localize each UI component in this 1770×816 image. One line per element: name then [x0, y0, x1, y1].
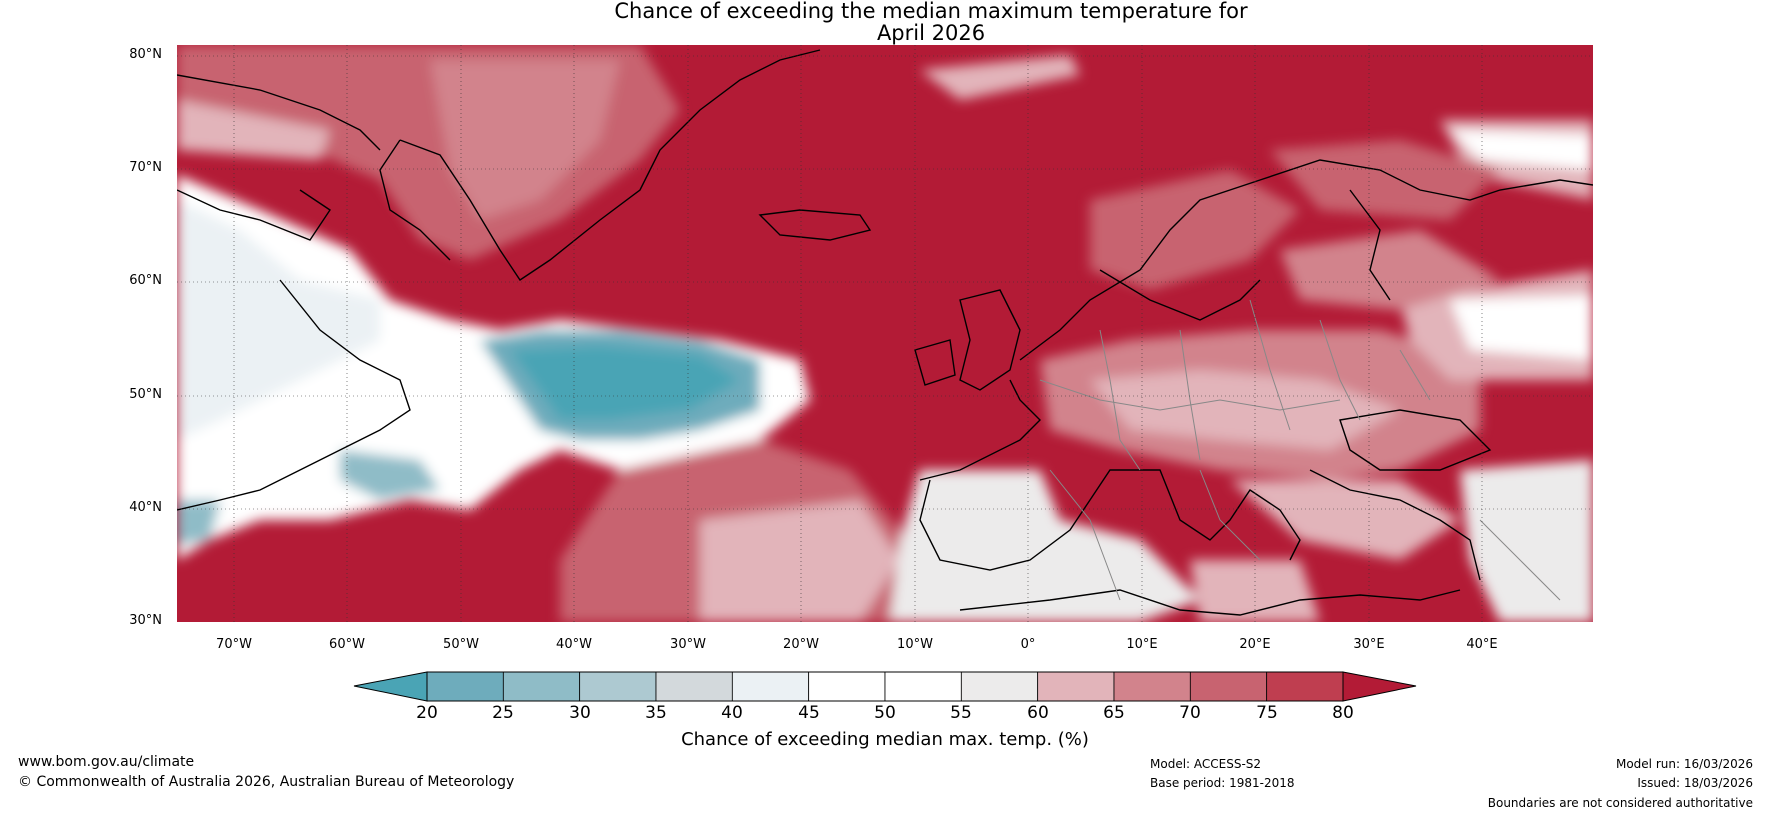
colorbar-bin: [731, 671, 810, 702]
borders: [1039, 299, 1561, 601]
lat-label-60n: 60°N: [129, 273, 162, 288]
coast-france: [919, 379, 1041, 481]
colorbar-label: Chance of exceeding median max. temp. (%…: [681, 729, 1089, 750]
lon-label-60w: 60°W: [329, 637, 365, 652]
colorbar-bin: [808, 671, 886, 702]
footer-base-period: Base period: 1981-2018: [1150, 776, 1295, 790]
footer-issued: Issued: 18/03/2026: [1637, 776, 1753, 790]
footer-disclaimer: Boundaries are not considered authoritat…: [1487, 796, 1753, 810]
colorbar-under-arrow: [353, 671, 428, 702]
coast-north-africa: [959, 589, 1461, 616]
colorbar-bin: [426, 671, 504, 702]
lon-label-30w: 30°W: [670, 637, 706, 652]
colorbar-bin: [579, 671, 657, 702]
region-middle-east: [1460, 460, 1593, 622]
footer-copyright: © Commonwealth of Australia 2026, Austra…: [18, 774, 515, 790]
coast-greenland: [399, 49, 821, 281]
footer-website: www.bom.gov.au/climate: [18, 754, 195, 770]
lon-label-20w: 20°W: [783, 637, 819, 652]
lon-label-40e: 40°E: [1466, 637, 1498, 652]
lon-label-10e: 10°E: [1126, 637, 1158, 652]
colorbar-bin: [502, 671, 581, 702]
colorbar-bin: [1266, 671, 1344, 702]
colorbar-bin: [1189, 671, 1268, 702]
chart-title-line1: Chance of exceeding the median maximum t…: [614, 0, 1248, 23]
lon-label-50w: 50°W: [443, 637, 479, 652]
colorbar-tick-50: 50: [874, 703, 896, 723]
colorbar-tick-20: 20: [416, 703, 438, 723]
colorbar-tick-80: 80: [1332, 703, 1354, 723]
lat-label-70n: 70°N: [129, 160, 162, 175]
colorbar-bin: [1037, 671, 1115, 702]
colorbar-tick-55: 55: [950, 703, 972, 723]
graticule: [177, 45, 1593, 622]
colorbar-tick-40: 40: [721, 703, 743, 723]
colorbar-frame: [426, 671, 1344, 702]
footer-model: Model: ACCESS-S2: [1150, 757, 1262, 771]
coast-ireland: [914, 339, 956, 386]
region-greenland-interior: [430, 60, 620, 220]
lat-label-40n: 40°N: [129, 500, 162, 515]
coast-iberia-italy: [919, 469, 1301, 571]
chart-title-line2: April 2026: [876, 21, 986, 45]
colorbar-bin: [884, 671, 962, 702]
probability-field: [177, 45, 1593, 622]
colorbar-tick-25: 25: [492, 703, 514, 723]
colorbar-tick-60: 60: [1027, 703, 1049, 723]
region-iberia-africa-neutral: [890, 470, 1200, 622]
colorbar-tick-30: 30: [569, 703, 591, 723]
colorbar: [353, 671, 1417, 702]
lon-label-10w: 10°W: [897, 637, 933, 652]
lon-label-0: 0°: [1020, 637, 1036, 652]
colorbar-tick-70: 70: [1179, 703, 1201, 723]
coast-iceland: [758, 209, 872, 241]
coast-north-america: [177, 279, 411, 511]
region-svalbard-sea: [920, 55, 1080, 100]
colorbar-over-arrow: [1342, 671, 1417, 702]
lon-label-30e: 30°E: [1353, 637, 1385, 652]
colorbar-tick-35: 35: [645, 703, 667, 723]
lat-label-80n: 80°N: [129, 47, 162, 62]
colorbar-bin: [960, 671, 1039, 702]
lon-label-40w: 40°W: [556, 637, 592, 652]
lon-label-20e: 20°E: [1239, 637, 1271, 652]
lon-label-70w: 70°W: [216, 637, 252, 652]
lat-label-50n: 50°N: [129, 387, 162, 402]
colorbar-tick-75: 75: [1256, 703, 1278, 723]
coast-black-sea: [1339, 409, 1492, 471]
colorbar-bin: [1113, 671, 1191, 702]
coastlines: [177, 49, 1593, 616]
colorbar-tick-45: 45: [798, 703, 820, 723]
lat-label-30n: 30°N: [129, 613, 162, 628]
coast-scandinavia: [1019, 159, 1593, 361]
colorbar-tick-65: 65: [1103, 703, 1125, 723]
colorbar-bin: [655, 671, 733, 702]
footer-model-run: Model run: 16/03/2026: [1615, 757, 1753, 771]
coast-britain: [959, 289, 1021, 391]
